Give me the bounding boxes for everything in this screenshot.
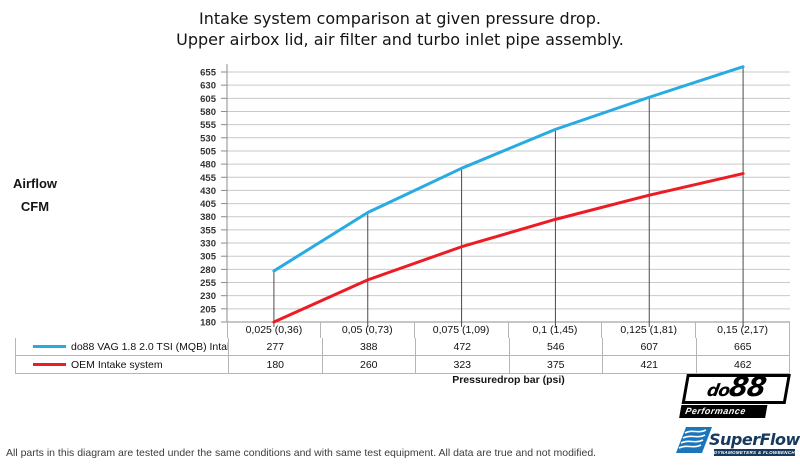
y-tick-label: 605 [200,94,217,105]
disclaimer-text: All parts in this diagram are tested und… [6,447,597,459]
y-axis-label-line2: CFM [20,199,50,214]
series-row-oem: OEM Intake system 180 260 323 375 421 462 [15,356,790,374]
chart-title-line2: Upper airbox lid, air filter and turbo i… [176,30,624,49]
chart-title: Intake system comparison at given pressu… [0,8,800,50]
x-tick-label: 0,025 (0,36) [227,322,321,338]
series-row-do88: do88 VAG 1.8 2.0 TSI (MQB) Intake system… [15,338,790,356]
y-tick-label: 305 [200,252,217,263]
series-value-cell: 260 [322,356,415,373]
legend-line-marker [33,363,66,366]
y-tick-label: 530 [200,133,216,144]
y-tick-label: 455 [200,173,217,184]
y-tick-label: 380 [200,212,216,223]
superflow-wordmark: SuperFlow [709,430,800,449]
series-line [272,65,745,273]
x-tick-label: 0,15 (2,17) [696,322,790,338]
series-value-cell: 546 [509,338,602,355]
legend-cell: do88 VAG 1.8 2.0 TSI (MQB) Intake system… [16,338,228,355]
x-tick-label: 0,125 (1,81) [602,322,697,338]
y-tick-label: 555 [200,120,217,131]
series-value-cell: 375 [509,356,602,373]
series-value-cell: 607 [603,338,696,355]
series-value-cell: 323 [416,356,509,373]
y-tick-label: 430 [200,186,216,197]
y-tick-label: 405 [200,199,217,210]
y-axis-label: Airflow CFM [0,172,70,218]
legend-series-name: do88 VAG 1.8 2.0 TSI (MQB) Intake system… [71,340,228,353]
y-tick-label: 580 [200,107,216,118]
y-tick-label: 355 [200,225,217,236]
series-value-cell: 388 [322,338,415,355]
x-axis-title: Pressuredrop bar (psi) [452,374,565,386]
legend-cell: OEM Intake system [16,356,228,373]
series-value-cell: 180 [229,356,322,373]
legend-line-marker [33,345,66,348]
y-tick-label: 230 [200,291,216,302]
x-tick-label: 0,1 (1,45) [509,322,603,338]
do88-logo-wordmark: do 88 [681,372,791,404]
superflow-wave-icon [676,427,712,453]
superflow-tagline-bar: DYNAMOMETERS & FLOWBENCHES [714,449,800,456]
series-value-cell: 277 [229,338,322,355]
chart-data-table: 0,025 (0,36) 0,05 (0,73) 0,075 (1,09) 0,1 (… [15,322,790,374]
y-tick-label: 330 [200,239,216,250]
x-tick-label-row: 0,025 (0,36) 0,05 (0,73) 0,075 (1,09) 0,1 (… [15,322,790,338]
x-tick-label: 0,075 (1,09) [415,322,509,338]
superflow-logo: SuperFlow DYNAMOMETERS & FLOWBENCHES [676,425,800,461]
do88-logo-performance-bar: Performance [679,405,768,418]
series-value-cell: 421 [603,356,696,373]
x-tick-label: 0,05 (0,73) [321,322,415,338]
x-label-spacer [15,322,227,338]
series-value-cell: 462 [696,356,789,373]
series-value-cell: 472 [416,338,509,355]
y-tick-label: 505 [200,146,217,157]
chart-title-line1: Intake system comparison at given pressu… [199,9,601,28]
legend-series-name: OEM Intake system [71,358,163,371]
y-axis-label-line1: Airflow [12,176,58,191]
do88-logo-text-88: 88 [726,372,768,403]
y-tick-label: 655 [200,68,217,79]
y-tick-label: 480 [200,160,216,171]
y-tick-label: 630 [200,81,216,92]
series-value-cell: 665 [696,338,789,355]
series-line [272,172,745,324]
do88-logo: do 88 Performance [679,372,791,418]
y-tick-label: 255 [200,278,217,289]
y-tick-label: 205 [200,304,217,315]
y-tick-label: 280 [200,265,216,276]
